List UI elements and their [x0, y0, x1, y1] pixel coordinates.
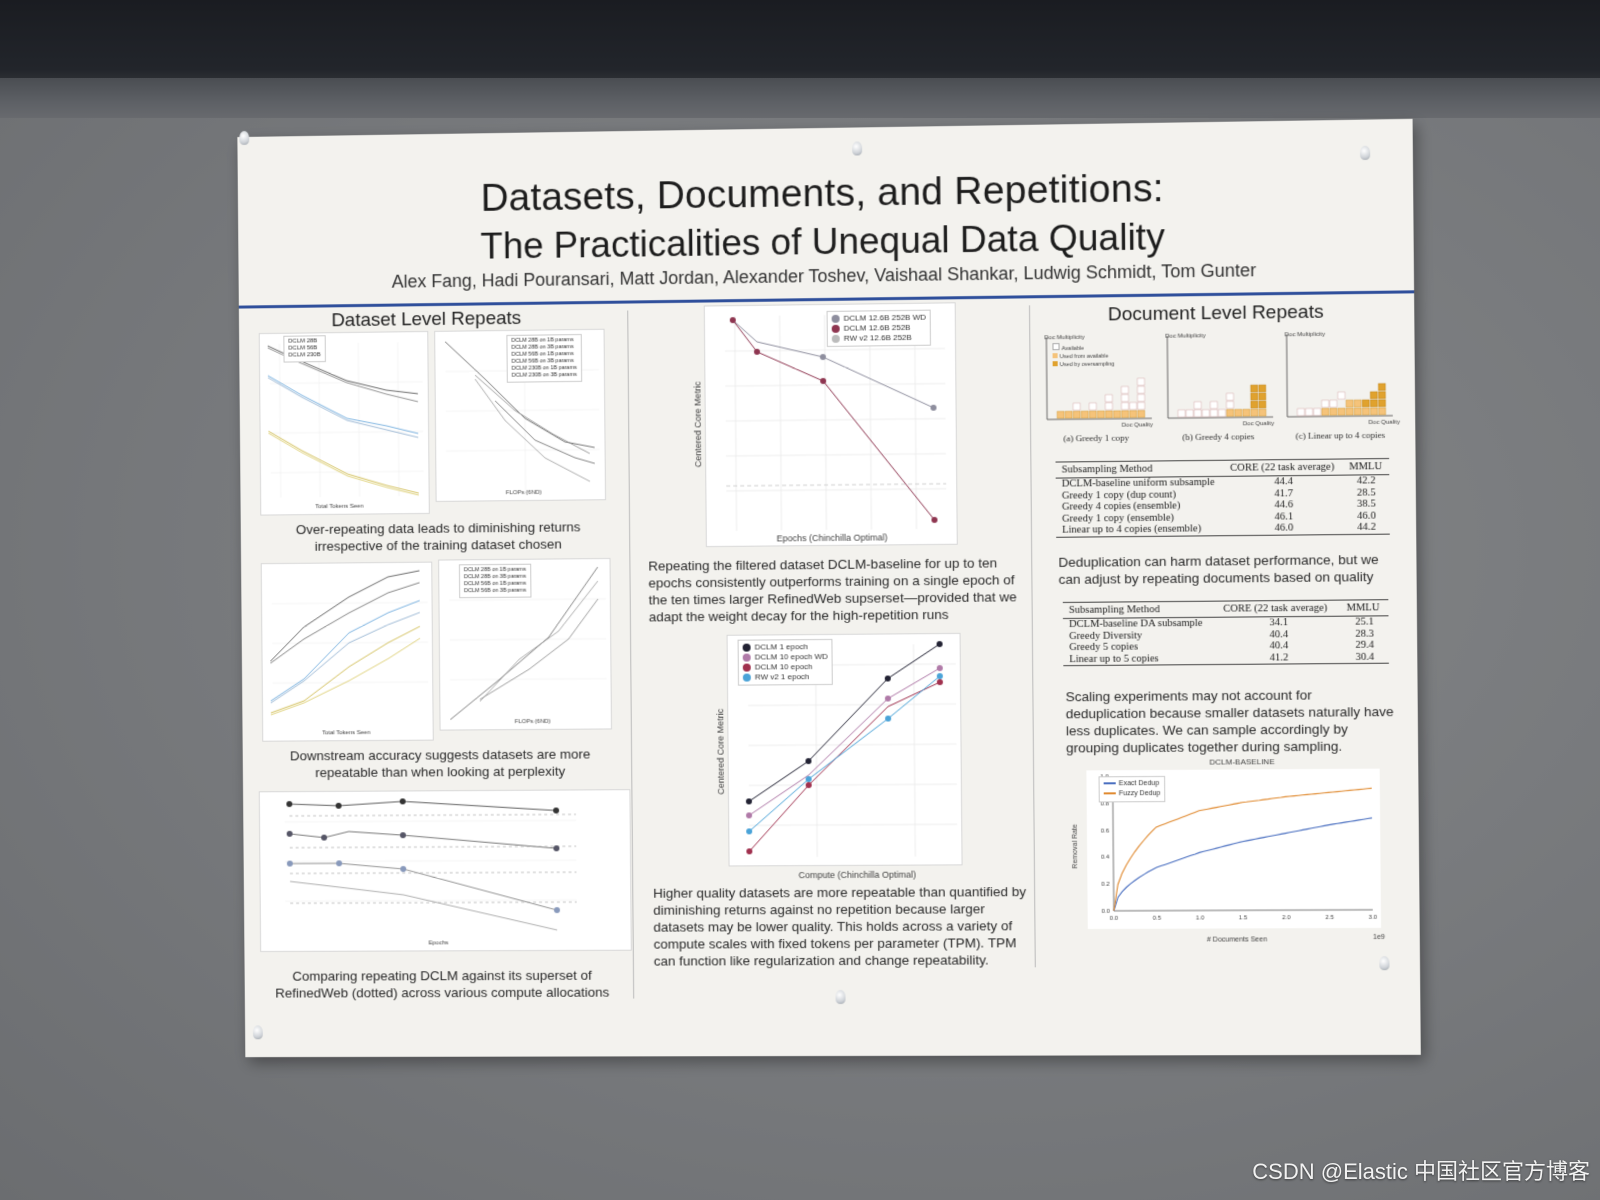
panel-xlabel: Doc Quality	[1242, 420, 1275, 428]
x-tick-label: 2.5	[1325, 915, 1334, 921]
legend-entry: DCLM 12.6B 252B WD	[831, 313, 926, 324]
plot-legend: DCLM 1 epoch DCLM 10 epoch WD DCLM 10 ep…	[737, 638, 834, 686]
paragraph-deduplication: Deduplication can harm dataset performan…	[1058, 551, 1379, 587]
x-tick-label: 2.0	[1282, 915, 1291, 921]
legend-entry: DCLM 230B	[288, 352, 321, 359]
x-axis-label: FLOPs (6ND)	[514, 718, 551, 726]
x-axis-scale: 1e9	[1373, 933, 1385, 942]
plot-legend: DCLM 28B on 1B params DCLM 28B on 3B par…	[506, 334, 582, 383]
panel-xlabel: Doc Quality	[1121, 422, 1153, 429]
pushpin	[852, 141, 863, 156]
y-axis-label: Centered Core Metric	[692, 381, 704, 468]
epochs-core-metric-plot: DCLM 12.6B 252B WD DCLM 12.6B 252B RW v2…	[703, 302, 958, 548]
pushpin	[1379, 956, 1390, 971]
dedup-chart-title: DCLM-BASELINE	[1209, 757, 1275, 767]
legend-entry: DCLM 10 epoch	[742, 662, 828, 673]
results-table-1: Subsampling Method CORE (22 task average…	[1055, 458, 1390, 537]
table-header: MMLU	[1340, 599, 1389, 617]
repeat-dclm-vs-refinedweb-plot: Epochs	[258, 789, 632, 953]
doc-multiplicity-panel-b: Doc Multiplicity Doc Quality (b) Greedy …	[1163, 332, 1277, 444]
y-tick-label: 0.8	[1100, 801, 1109, 807]
series-line-fuzzy-dedup	[1113, 788, 1373, 911]
x-axis-label: Epochs	[428, 940, 449, 947]
panel-caption: (a) Greedy 1 copy	[1063, 432, 1130, 444]
pushpin	[835, 989, 846, 1004]
caption-dclm-vs-refinedweb: Comparing repeating DCLM against its sup…	[275, 967, 610, 1001]
pushpin	[1359, 145, 1371, 160]
x-axis-label: Total Tokens Seen	[315, 503, 364, 511]
legend-entry: DCLM 1 epoch	[742, 642, 828, 653]
table-row: Linear up to 5 copies 41.2 30.4	[1063, 651, 1389, 666]
legend-entry: RW v2 1 epoch	[742, 672, 828, 683]
dedup-removal-rate-plot: 0.00.20.40.60.81.00.00.51.01.52.02.53.0 …	[1086, 768, 1382, 930]
accuracy-vs-tokens-plot: Total Tokens Seen	[260, 561, 434, 742]
legend-entry: Fuzzy Dedup	[1103, 789, 1161, 799]
panel-xlabel: Doc Quality	[1368, 419, 1401, 426]
legend-entry: DCLM 230B on 3B params	[511, 371, 577, 379]
plot-legend: DCLM 28B on 1B params DCLM 28B on 3B par…	[458, 563, 532, 599]
x-tick-label: 0.0	[1110, 916, 1119, 922]
x-axis-label: # Documents Seen	[1206, 936, 1268, 944]
doc-multiplicity-panel-a: Doc Multiplicity Available Used from ava…	[1042, 334, 1156, 446]
pushpin	[252, 1025, 263, 1040]
x-axis-label: Compute (Chinchilla Optimal)	[798, 869, 917, 881]
legend-entry: DCLM 56B on 3B params	[464, 587, 527, 595]
x-axis-label: Epochs (Chinchilla Optimal)	[776, 532, 888, 544]
y-tick-label: 0.0	[1101, 909, 1110, 915]
y-tick-label: 0.2	[1101, 882, 1110, 888]
x-tick-label: 0.5	[1153, 916, 1162, 922]
panel-caption: (b) Greedy 4 copies	[1182, 431, 1255, 443]
plot-legend: Exact Dedup Fuzzy Dedup	[1098, 775, 1166, 803]
section-heading-document-repeats: Document Level Repeats	[1107, 301, 1324, 326]
x-tick-label: 1.5	[1239, 915, 1248, 921]
accuracy-vs-flops-plot: DCLM 28B on 1B params DCLM 28B on 3B par…	[438, 557, 612, 731]
section-heading-dataset-repeats: Dataset Level Repeats	[331, 307, 522, 332]
legend-entry: Exact Dedup	[1103, 779, 1161, 789]
core-metric-vs-flops-plot: DCLM 28B on 1B params DCLM 28B on 3B par…	[434, 328, 607, 502]
pushpin	[239, 130, 250, 145]
plot-legend: DCLM 28B DCLM 56B DCLM 230B	[283, 335, 326, 363]
x-axis-label: Total Tokens Seen	[322, 730, 371, 737]
x-tick-label: 1.0	[1196, 915, 1205, 921]
table-header: Subsampling Method	[1062, 601, 1218, 619]
legend-entry: RW v2 12.6B 252B	[831, 333, 926, 344]
x-axis-label: FLOPs (6ND)	[505, 489, 542, 497]
compute-core-metric-plot: DCLM 1 epoch DCLM 10 epoch WD DCLM 10 ep…	[726, 632, 963, 867]
column-divider	[1028, 305, 1036, 968]
table-header: CORE (22 task average)	[1223, 459, 1343, 477]
poster-board-rail	[0, 78, 1600, 120]
table-header: CORE (22 task average)	[1217, 600, 1341, 618]
caption-downstream-accuracy: Downstream accuracy suggests datasets ar…	[289, 746, 591, 781]
results-table-2: Subsampling Method CORE (22 task average…	[1062, 599, 1389, 666]
research-poster: Datasets, Documents, and Repetitions: Th…	[237, 118, 1421, 1058]
table-row: Linear up to 4 copies (ensemble) 46.0 44.2	[1056, 521, 1390, 537]
perplexity-vs-tokens-plot: DCLM 28B DCLM 56B DCLM 230B Total Tokens…	[258, 330, 430, 516]
doc-multiplicity-panel-c: Doc Multiplicity Doc Quality (c) Linear …	[1283, 331, 1401, 443]
paragraph-higher-quality: Higher quality datasets are more repeata…	[653, 884, 1027, 969]
caption-over-repeating: Over-repeating data leads to diminishing…	[295, 519, 581, 554]
legend-entry: DCLM 10 epoch WD	[742, 652, 828, 663]
y-axis-label: Removal Rate	[1071, 823, 1079, 869]
plot-legend: DCLM 12.6B 252B WD DCLM 12.6B 252B RW v2…	[826, 309, 932, 347]
x-tick-label: 3.0	[1369, 915, 1378, 921]
table-header: MMLU	[1342, 458, 1390, 476]
y-tick-label: 0.6	[1101, 828, 1110, 834]
paragraph-scaling-experiments: Scaling experiments may not account for …	[1065, 687, 1394, 756]
y-axis-label: Centered Core Metric	[715, 708, 726, 795]
panel-caption: (c) Linear up to 4 copies	[1295, 429, 1386, 441]
y-tick-label: 0.4	[1101, 855, 1110, 861]
watermark: CSDN @Elastic 中国社区官方博客	[1252, 1159, 1590, 1184]
paragraph-repeating-filtered: Repeating the filtered dataset DCLM-base…	[648, 555, 1017, 625]
table-header: Subsampling Method	[1055, 460, 1225, 479]
